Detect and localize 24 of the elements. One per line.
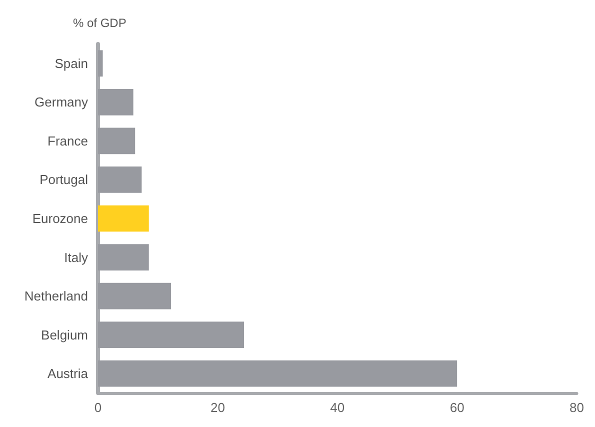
x-tick-label: 20 [210, 400, 225, 415]
y-tick-label: Netherland [24, 288, 88, 304]
bar [98, 88, 134, 116]
y-tick-label: Eurozone [32, 211, 88, 226]
y-tick-label: Spain [54, 56, 88, 71]
y-tick-label: Portugal [40, 172, 88, 188]
y-tick-label: Austria [48, 366, 89, 382]
bar [98, 166, 142, 193]
bar [98, 322, 244, 348]
bar [98, 50, 103, 77]
bar [98, 205, 149, 232]
x-tick-label: 40 [330, 400, 345, 415]
x-tick-label: 80 [570, 400, 584, 415]
bar [98, 244, 149, 270]
y-tick-label: Belgium [41, 327, 88, 342]
y-tick-label: France [48, 133, 88, 148]
bar [98, 282, 172, 310]
y-tick-label: Italy [64, 250, 88, 265]
bar [98, 360, 458, 387]
x-tick-label: 60 [450, 400, 464, 415]
chart-title: % of GDP [73, 16, 126, 30]
bar [98, 128, 136, 154]
x-tick-label: 0 [94, 400, 102, 415]
y-tick-label: Germany [34, 94, 88, 110]
